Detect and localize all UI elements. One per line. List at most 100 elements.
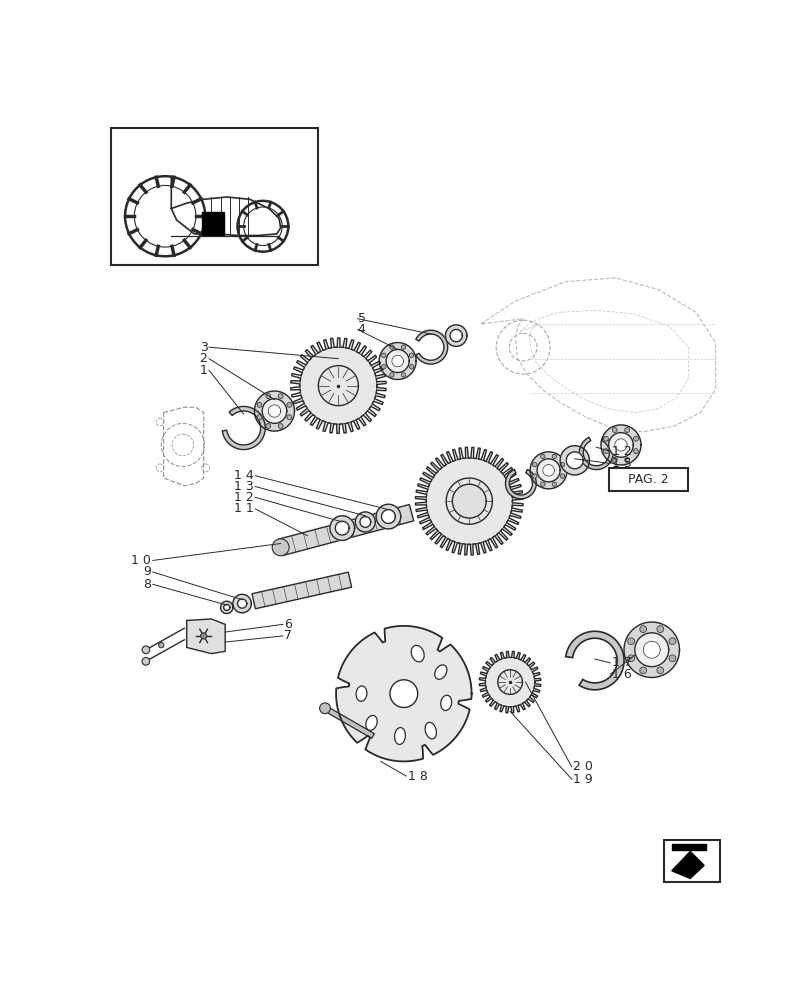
Polygon shape	[624, 622, 679, 677]
Circle shape	[389, 345, 393, 349]
Circle shape	[409, 353, 414, 357]
Circle shape	[603, 436, 607, 441]
Polygon shape	[268, 405, 281, 417]
Circle shape	[540, 454, 544, 459]
Circle shape	[286, 415, 291, 420]
Circle shape	[286, 402, 291, 407]
Circle shape	[158, 642, 164, 648]
Circle shape	[320, 703, 330, 714]
Text: PAG. 2: PAG. 2	[628, 473, 668, 486]
Circle shape	[551, 482, 556, 486]
Polygon shape	[671, 852, 703, 878]
Polygon shape	[608, 433, 633, 457]
Text: 1 9: 1 9	[573, 773, 592, 786]
Circle shape	[401, 373, 406, 377]
Circle shape	[142, 657, 149, 665]
Polygon shape	[359, 517, 371, 527]
Ellipse shape	[440, 695, 451, 711]
Polygon shape	[336, 626, 471, 761]
Polygon shape	[642, 641, 659, 658]
Polygon shape	[452, 484, 486, 518]
Polygon shape	[251, 572, 351, 609]
Polygon shape	[233, 594, 251, 613]
Circle shape	[551, 454, 556, 459]
Circle shape	[611, 457, 616, 462]
Polygon shape	[221, 601, 233, 614]
Polygon shape	[375, 504, 401, 529]
Text: 1 2: 1 2	[611, 445, 631, 458]
Text: 4: 4	[357, 323, 365, 336]
Polygon shape	[536, 459, 560, 482]
Circle shape	[560, 474, 564, 478]
Text: 1 1: 1 1	[234, 502, 253, 515]
Circle shape	[142, 646, 149, 654]
Polygon shape	[379, 343, 416, 379]
Polygon shape	[634, 633, 668, 667]
Polygon shape	[262, 399, 286, 423]
Text: 2 0: 2 0	[573, 760, 592, 773]
Polygon shape	[445, 478, 491, 524]
Polygon shape	[478, 651, 540, 713]
Polygon shape	[614, 439, 626, 451]
Polygon shape	[254, 391, 294, 431]
Circle shape	[389, 373, 393, 377]
Circle shape	[627, 655, 634, 662]
Text: 1 2: 1 2	[234, 491, 253, 504]
Text: 7: 7	[284, 629, 292, 642]
Circle shape	[603, 449, 607, 454]
Polygon shape	[386, 349, 409, 373]
Text: 5: 5	[357, 312, 365, 325]
Circle shape	[633, 436, 637, 441]
Circle shape	[639, 667, 646, 674]
Text: 6: 6	[284, 618, 292, 631]
Text: 1 4: 1 4	[234, 469, 253, 482]
Ellipse shape	[425, 722, 436, 739]
Text: 1 3: 1 3	[234, 480, 253, 493]
Text: 1 8: 1 8	[407, 770, 427, 783]
Circle shape	[624, 457, 629, 462]
Circle shape	[381, 353, 385, 357]
Ellipse shape	[434, 665, 446, 679]
Polygon shape	[505, 469, 535, 499]
Polygon shape	[238, 599, 247, 608]
Polygon shape	[392, 355, 403, 367]
Circle shape	[257, 415, 262, 420]
Polygon shape	[187, 619, 225, 654]
Polygon shape	[560, 446, 589, 475]
Circle shape	[668, 655, 675, 662]
Polygon shape	[415, 447, 522, 555]
Circle shape	[540, 482, 544, 486]
Circle shape	[278, 394, 283, 399]
Text: 1 5: 1 5	[611, 457, 631, 470]
Circle shape	[668, 638, 675, 645]
Polygon shape	[579, 437, 612, 470]
Circle shape	[401, 345, 406, 349]
Polygon shape	[530, 452, 566, 489]
Circle shape	[200, 633, 207, 639]
Circle shape	[278, 424, 283, 428]
Polygon shape	[324, 706, 374, 738]
Polygon shape	[449, 329, 461, 342]
Bar	[202, 212, 223, 235]
Polygon shape	[278, 505, 413, 556]
FancyBboxPatch shape	[609, 468, 687, 491]
Ellipse shape	[410, 645, 423, 662]
Text: 2: 2	[200, 352, 208, 365]
Ellipse shape	[356, 686, 367, 701]
Polygon shape	[335, 521, 349, 535]
Ellipse shape	[394, 728, 405, 744]
Bar	[663, 840, 719, 882]
Circle shape	[611, 428, 616, 432]
Circle shape	[633, 449, 637, 454]
Circle shape	[381, 365, 385, 369]
Circle shape	[389, 680, 417, 708]
Circle shape	[265, 394, 270, 399]
Text: 3: 3	[200, 341, 208, 354]
Bar	[671, 844, 706, 850]
Polygon shape	[497, 670, 521, 694]
Polygon shape	[415, 330, 447, 364]
Ellipse shape	[365, 715, 377, 730]
Polygon shape	[329, 516, 354, 540]
Polygon shape	[565, 452, 582, 469]
Polygon shape	[355, 512, 375, 532]
